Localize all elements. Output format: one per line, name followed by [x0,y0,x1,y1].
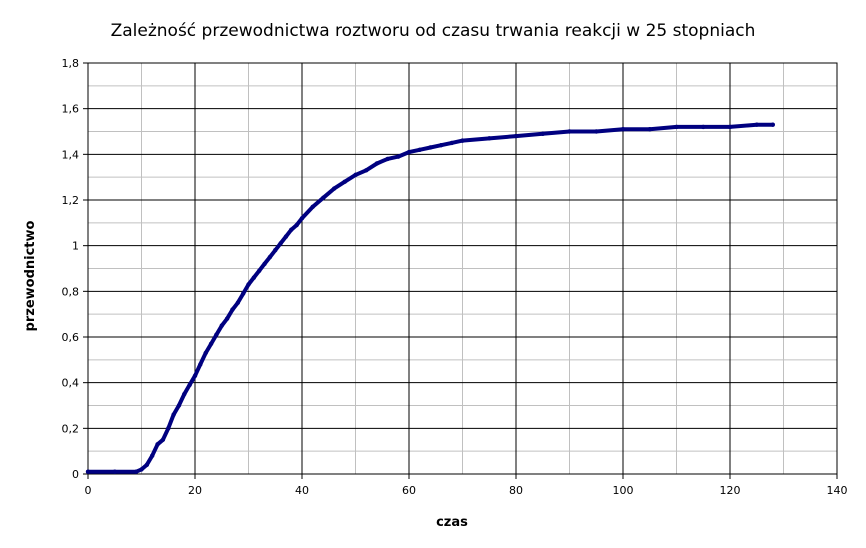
data-point [182,391,187,397]
data-point [283,234,289,239]
data-point [701,124,706,130]
data-point [112,469,117,474]
data-point [235,300,240,305]
data-point [364,168,369,173]
data-point [620,127,626,132]
y-tick-label: 1,8 [62,57,80,70]
x-tick-label: 80 [509,484,523,497]
data-point [460,138,465,143]
y-tick-label: 0,6 [62,331,80,344]
data-point [176,403,182,408]
data-point [396,154,401,159]
data-point [251,275,257,280]
data-point [438,143,444,148]
data-point [230,307,235,312]
data-point [278,241,283,246]
data-point [331,186,337,191]
data-point [203,350,208,356]
chart-title: Zależność przewodnictwa roztworu od czas… [111,21,756,41]
data-point [417,147,422,152]
y-axis-label: przewodnictwo [23,220,38,331]
data-point [513,133,519,139]
data-point [155,442,160,447]
data-point [219,323,224,328]
data-point [224,316,230,321]
x-axis-label: czas [436,515,468,530]
data-point [342,179,347,184]
data-point [353,172,358,178]
data-point [594,129,599,134]
data-point [171,412,176,417]
data-point [406,149,412,155]
data-point [187,382,192,388]
x-tick-label: 120 [720,484,741,497]
x-tick-label: 100 [613,484,634,497]
x-axis-ticks: 0 20 40 60 80 100 120 140 [85,474,848,497]
data-point [246,282,251,287]
data-point [144,462,150,468]
x-tick-label: 60 [402,484,416,497]
data-point [540,131,545,136]
plot-area [87,62,838,475]
x-tick-label: 40 [295,484,309,497]
data-point [321,195,326,200]
y-tick-label: 1,4 [62,148,80,161]
data-point [192,373,198,379]
data-point [647,127,652,132]
y-axis-ticks: 0 0,2 0,4 0,6 0,8 1 1,2 1,4 1,6 1,8 [62,57,88,481]
data-point [139,467,144,472]
plot-border [87,62,838,475]
data-point [150,453,155,458]
y-tick-label: 1,6 [62,103,80,116]
y-tick-label: 0,8 [62,285,80,298]
data-point [770,122,775,127]
y-tick-label: 0,4 [62,377,80,390]
data-point [310,204,315,210]
minor-grid [88,63,837,474]
data-point [214,332,219,337]
data-point [294,222,299,228]
series-points [85,122,775,474]
data-point [487,136,492,141]
x-tick-label: 20 [188,484,202,497]
y-tick-label: 1,2 [62,194,80,207]
data-point [428,145,433,150]
data-point [262,261,267,267]
data-point [133,469,139,474]
series-layer [85,122,775,474]
data-point [208,341,214,347]
data-point [198,362,203,367]
data-point [674,124,679,130]
data-point [299,216,305,221]
data-point [267,254,273,260]
data-point [273,248,278,253]
data-point [240,291,246,296]
data-point [257,268,262,273]
y-tick-label: 0 [72,468,79,481]
data-point [754,122,759,127]
data-point [374,161,380,166]
y-tick-label: 0,2 [62,422,80,435]
data-point [85,469,91,474]
data-point [385,156,390,162]
y-tick-label: 1 [72,240,79,253]
data-point [567,129,572,134]
x-tick-label: 140 [827,484,848,497]
data-point [166,426,171,431]
data-point [289,227,294,232]
data-point [449,140,454,146]
data-point [160,437,166,442]
x-tick-label: 0 [85,484,92,497]
data-point [727,124,733,130]
